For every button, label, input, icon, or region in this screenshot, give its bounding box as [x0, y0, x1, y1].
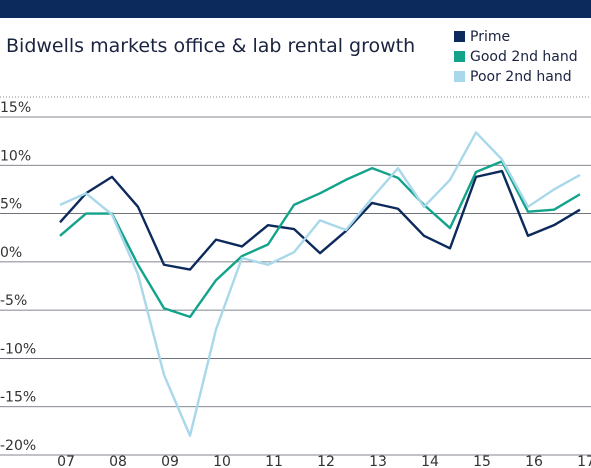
legend-swatch — [454, 71, 465, 82]
x-tick-label: 13 — [369, 454, 387, 468]
y-tick-label: -15% — [0, 390, 36, 406]
top-bar — [0, 0, 591, 18]
legend-swatch — [454, 51, 465, 62]
x-tick-label: 14 — [421, 454, 439, 468]
x-tick-label: 17 — [577, 454, 591, 468]
x-tick-label: 09 — [161, 454, 179, 468]
y-tick-label: 0% — [0, 245, 22, 261]
y-tick-label: -5% — [0, 293, 27, 309]
x-tick-label: 16 — [525, 454, 543, 468]
x-tick-label: 12 — [317, 454, 335, 468]
x-tick-label: 10 — [213, 454, 231, 468]
y-tick-label: 10% — [0, 148, 31, 164]
x-tick-label: 08 — [109, 454, 127, 468]
legend-label: Prime — [470, 29, 510, 45]
line-series — [59, 131, 581, 437]
x-tick-label: 11 — [265, 454, 283, 468]
y-tick-label: 15% — [0, 100, 31, 116]
legend-swatch — [454, 31, 465, 42]
y-tick-label: -10% — [0, 341, 36, 357]
y-tick-label: 5% — [0, 197, 22, 213]
x-tick-label: 07 — [57, 454, 75, 468]
chart-title: Bidwells markets office & lab rental gro… — [6, 35, 415, 57]
legend-label: Good 2nd hand — [470, 49, 578, 65]
line-series — [59, 160, 581, 319]
legend-label: Poor 2nd hand — [470, 69, 572, 85]
line-series — [59, 169, 581, 271]
y-tick-label: -20% — [0, 438, 36, 454]
x-tick-label: 15 — [473, 454, 491, 468]
